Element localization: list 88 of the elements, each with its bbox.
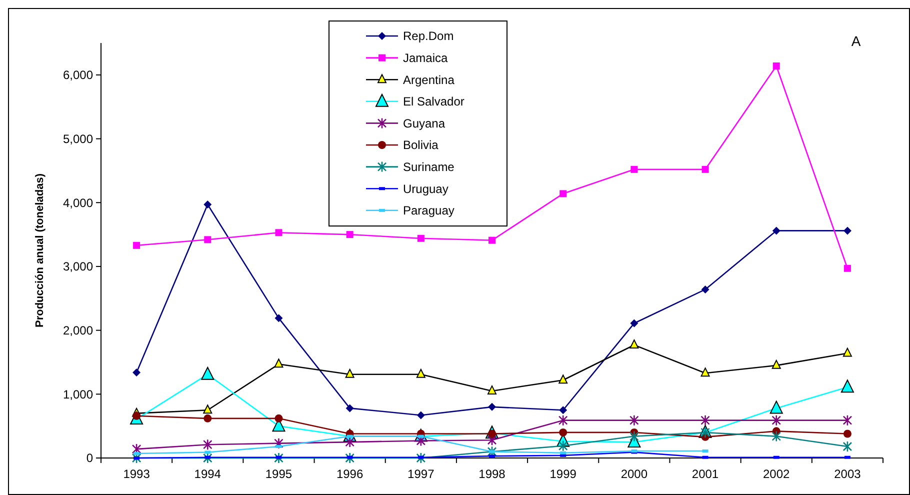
point: [132, 368, 141, 376]
point: [274, 314, 283, 322]
point: [416, 411, 425, 420]
x-tick-label: 1996: [336, 467, 364, 481]
point: [201, 366, 214, 380]
point: [488, 236, 496, 244]
x-tick-label: 1994: [194, 467, 222, 481]
point: [558, 374, 568, 384]
y-tick-label: 5,000: [62, 132, 94, 146]
point: [488, 402, 496, 411]
point: [416, 435, 426, 446]
point: [772, 430, 782, 442]
point: [204, 200, 212, 209]
point: [772, 414, 782, 426]
point: [630, 339, 639, 348]
x-tick-label: 1998: [478, 467, 506, 481]
point: [416, 368, 426, 378]
y-tick-label: 4,000: [62, 196, 94, 210]
point: [203, 404, 212, 414]
point: [346, 404, 354, 412]
y-tick-label: 3,000: [62, 260, 94, 274]
annotation: A: [851, 33, 862, 49]
point: [132, 443, 142, 455]
x-tick-label: 1999: [550, 467, 577, 481]
point: [345, 452, 354, 464]
point: [560, 190, 567, 198]
point: [630, 414, 639, 426]
y-axis-title: Producción anual (toneladas): [34, 173, 46, 328]
y-tick-label: 0: [86, 451, 94, 466]
point: [202, 452, 212, 464]
point: [772, 360, 781, 369]
legend-label: Paraguay: [403, 204, 454, 218]
legend-label: Jamaica: [403, 51, 448, 65]
point: [772, 62, 780, 70]
point: [204, 236, 212, 244]
point: [345, 368, 354, 378]
x-tick-label: 1993: [123, 467, 150, 481]
point: [843, 226, 852, 235]
x-tick-label: 2003: [834, 467, 862, 481]
x-tick-label: 2001: [692, 467, 719, 481]
legend-label: Rep.Dom: [403, 29, 454, 44]
point: [274, 452, 284, 464]
legend-label: El Salvador: [403, 94, 464, 109]
point: [132, 452, 142, 464]
point: [558, 440, 568, 452]
point: [417, 234, 424, 242]
point: [630, 166, 638, 173]
x-tick-label: 2002: [763, 467, 790, 481]
point: [559, 406, 568, 414]
point: [345, 436, 354, 448]
point: [274, 438, 284, 449]
point: [840, 380, 854, 393]
legend-label: Suriname: [403, 160, 455, 174]
point: [346, 231, 354, 238]
point: [202, 438, 212, 450]
point: [133, 242, 140, 249]
point: [558, 414, 568, 426]
point: [416, 452, 426, 464]
point: [630, 430, 639, 442]
point: [770, 400, 783, 414]
legend-label: Bolivia: [403, 138, 439, 152]
point: [842, 348, 852, 357]
point: [702, 166, 709, 173]
point: [275, 229, 282, 236]
point: [274, 358, 284, 368]
point: [772, 226, 780, 235]
point: [701, 285, 710, 294]
y-tick-label: 2,000: [62, 324, 94, 338]
point: [842, 414, 852, 426]
legend-label: Argentina: [403, 72, 455, 87]
x-tick-label: 1997: [408, 467, 435, 481]
point: [842, 440, 852, 452]
point: [204, 414, 212, 422]
point: [844, 264, 851, 272]
point: [700, 414, 710, 426]
point: [488, 385, 496, 394]
x-tick-label: 2000: [620, 467, 648, 481]
point: [274, 414, 283, 422]
point: [630, 319, 638, 328]
y-tick-label: 1,000: [62, 387, 94, 402]
point: [843, 430, 852, 438]
x-tick-label: 1995: [265, 467, 292, 481]
legend-label: Uruguay: [403, 182, 448, 196]
point: [700, 368, 710, 377]
legend-label: Guyana: [403, 116, 446, 130]
y-tick-label: 6,000: [62, 68, 94, 82]
point: [487, 434, 497, 446]
point: [559, 428, 568, 436]
